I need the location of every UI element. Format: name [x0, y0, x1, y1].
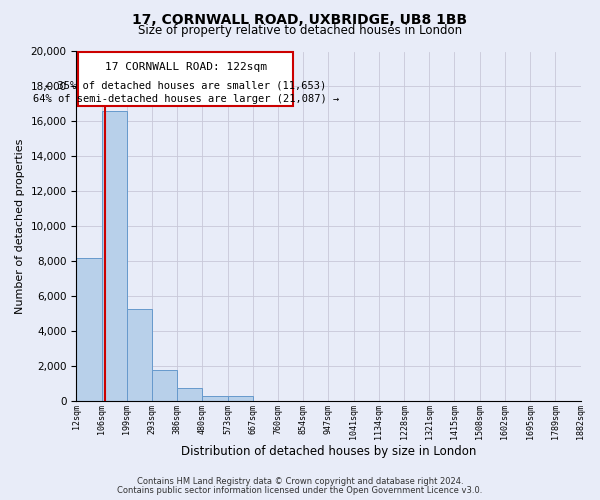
Bar [101, 111, 127, 401]
X-axis label: Distribution of detached houses by size in London: Distribution of detached houses by size … [181, 444, 476, 458]
Text: ← 35% of detached houses are smaller (11,653): ← 35% of detached houses are smaller (11… [45, 80, 326, 90]
Y-axis label: Number of detached properties: Number of detached properties [15, 138, 25, 314]
Bar [177, 388, 202, 401]
Text: 64% of semi-detached houses are larger (21,087) →: 64% of semi-detached houses are larger (… [32, 94, 339, 104]
Text: 17 CORNWALL ROAD: 122sqm: 17 CORNWALL ROAD: 122sqm [105, 62, 267, 72]
Text: 17, CORNWALL ROAD, UXBRIDGE, UB8 1BB: 17, CORNWALL ROAD, UXBRIDGE, UB8 1BB [133, 12, 467, 26]
Bar [227, 396, 253, 401]
Text: Contains public sector information licensed under the Open Government Licence v3: Contains public sector information licen… [118, 486, 482, 495]
Bar [202, 396, 227, 401]
Bar [152, 370, 177, 401]
Text: Contains HM Land Registry data © Crown copyright and database right 2024.: Contains HM Land Registry data © Crown c… [137, 477, 463, 486]
Bar [127, 308, 152, 401]
Text: Size of property relative to detached houses in London: Size of property relative to detached ho… [138, 24, 462, 37]
Bar [76, 258, 101, 401]
FancyBboxPatch shape [79, 52, 293, 106]
